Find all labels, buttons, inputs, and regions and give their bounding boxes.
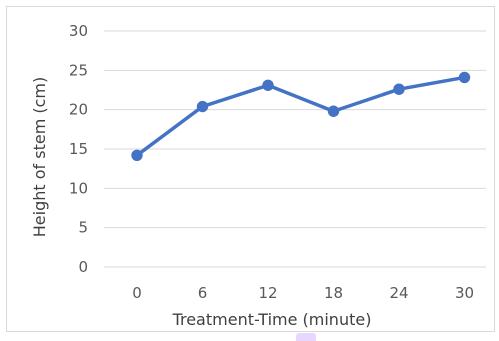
- x-axis-title: Treatment-Time (minute): [172, 310, 372, 329]
- data-point-6: [196, 100, 209, 113]
- x-tick-label-30: 30: [455, 284, 474, 302]
- series-line-0: [135, 75, 467, 158]
- x-tick-label-24: 24: [389, 284, 408, 302]
- y-tick-label-5: 5: [78, 219, 88, 237]
- x-tick-label-12: 12: [258, 284, 277, 302]
- y-tick-labels-group: 0 5 10 15 20 25 30: [69, 22, 88, 276]
- data-point-30: [458, 71, 471, 84]
- x-tick-labels-group: 0 6 12 18 24 30: [132, 284, 474, 302]
- y-tick-label-30: 30: [69, 22, 88, 40]
- x-tick-label-0: 0: [132, 284, 142, 302]
- cursor-marker: [296, 333, 316, 341]
- y-axis-title: Height of stem (cm): [30, 77, 49, 237]
- gridlines-group: [104, 30, 486, 268]
- y-tick-label-25: 25: [69, 61, 88, 79]
- chart-border: [6, 6, 495, 332]
- y-tick-label-10: 10: [69, 179, 88, 197]
- data-point-18: [327, 105, 340, 117]
- x-tick-label-6: 6: [198, 284, 208, 302]
- y-tick-label-0: 0: [78, 258, 88, 276]
- data-point-24: [393, 83, 405, 95]
- data-point-0: [131, 149, 143, 161]
- y-tick-label-20: 20: [69, 101, 88, 119]
- series-group: [131, 71, 471, 161]
- x-tick-label-18: 18: [324, 284, 343, 302]
- data-point-12: [262, 79, 274, 91]
- y-tick-label-15: 15: [69, 140, 88, 158]
